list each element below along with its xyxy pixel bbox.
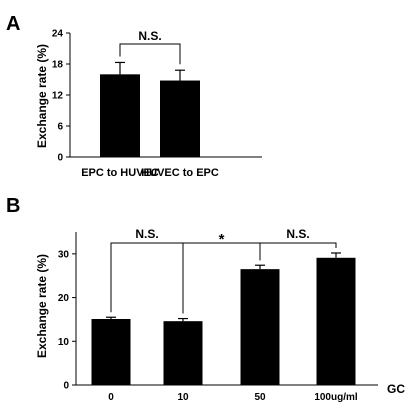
panel-a-bar [100, 74, 140, 157]
panel-b-bar [240, 269, 280, 385]
panel-a-y-tick-label: 18 [52, 60, 64, 71]
panel-a-y-tick-label: 24 [52, 29, 64, 40]
panel-b-x-axis-label: GC [387, 382, 405, 396]
panel-b-y-axis-label: Exchange rate (%) [35, 254, 49, 358]
panel-a-x-tick-label: EPC to HUVEC [81, 167, 159, 179]
panel-label-a: A [6, 13, 20, 35]
panel-b-bar [163, 321, 203, 385]
panel-a-significance-label: N.S. [138, 29, 161, 43]
panel-b-significance-label: N.S. [135, 227, 158, 241]
panel-a-significance-bracket [119, 43, 181, 65]
panel-b-significance-label: * [219, 231, 225, 248]
panel-b-significance-label: N.S. [286, 227, 309, 241]
panel-b-x-tick-label: 50 [254, 392, 266, 403]
panel-b-y-tick-label: 20 [58, 293, 70, 304]
panel-a-y-tick-label: 0 [57, 153, 63, 164]
panel-b-significance-bracket [259, 242, 337, 261]
panel-b-x-tick-label: 10 [177, 392, 189, 403]
panel-a-bar [160, 80, 200, 157]
panel-b: B Exchange rate (%) GC 0 10 20 30 0 10 50 100ug… [6, 195, 405, 403]
panel-a-y-tick-label: 6 [57, 122, 63, 133]
panel-label-b: B [6, 195, 20, 217]
panel-a-y-axis-label: Exchange rate (%) [35, 44, 49, 148]
panel-b-bar [316, 257, 356, 385]
panel-a-x-tick-label: HUVEC to EPC [141, 167, 219, 179]
panel-b-significance-bracket [110, 242, 184, 314]
panel-b-y-tick-label: 0 [63, 381, 69, 392]
panel-a-y-tick-label: 12 [52, 91, 64, 102]
panel-b-y-tick-label: 10 [58, 337, 70, 348]
panel-a: A Exchange rate (%) 0 6 12 18 24 EPC to HUVEC… [6, 13, 262, 179]
panel-b-bar [91, 318, 131, 385]
panel-b-x-tick-label: 0 [108, 392, 114, 403]
panel-b-x-tick-label: 100ug/ml [314, 392, 358, 403]
panel-b-y-tick-label: 30 [58, 249, 70, 260]
